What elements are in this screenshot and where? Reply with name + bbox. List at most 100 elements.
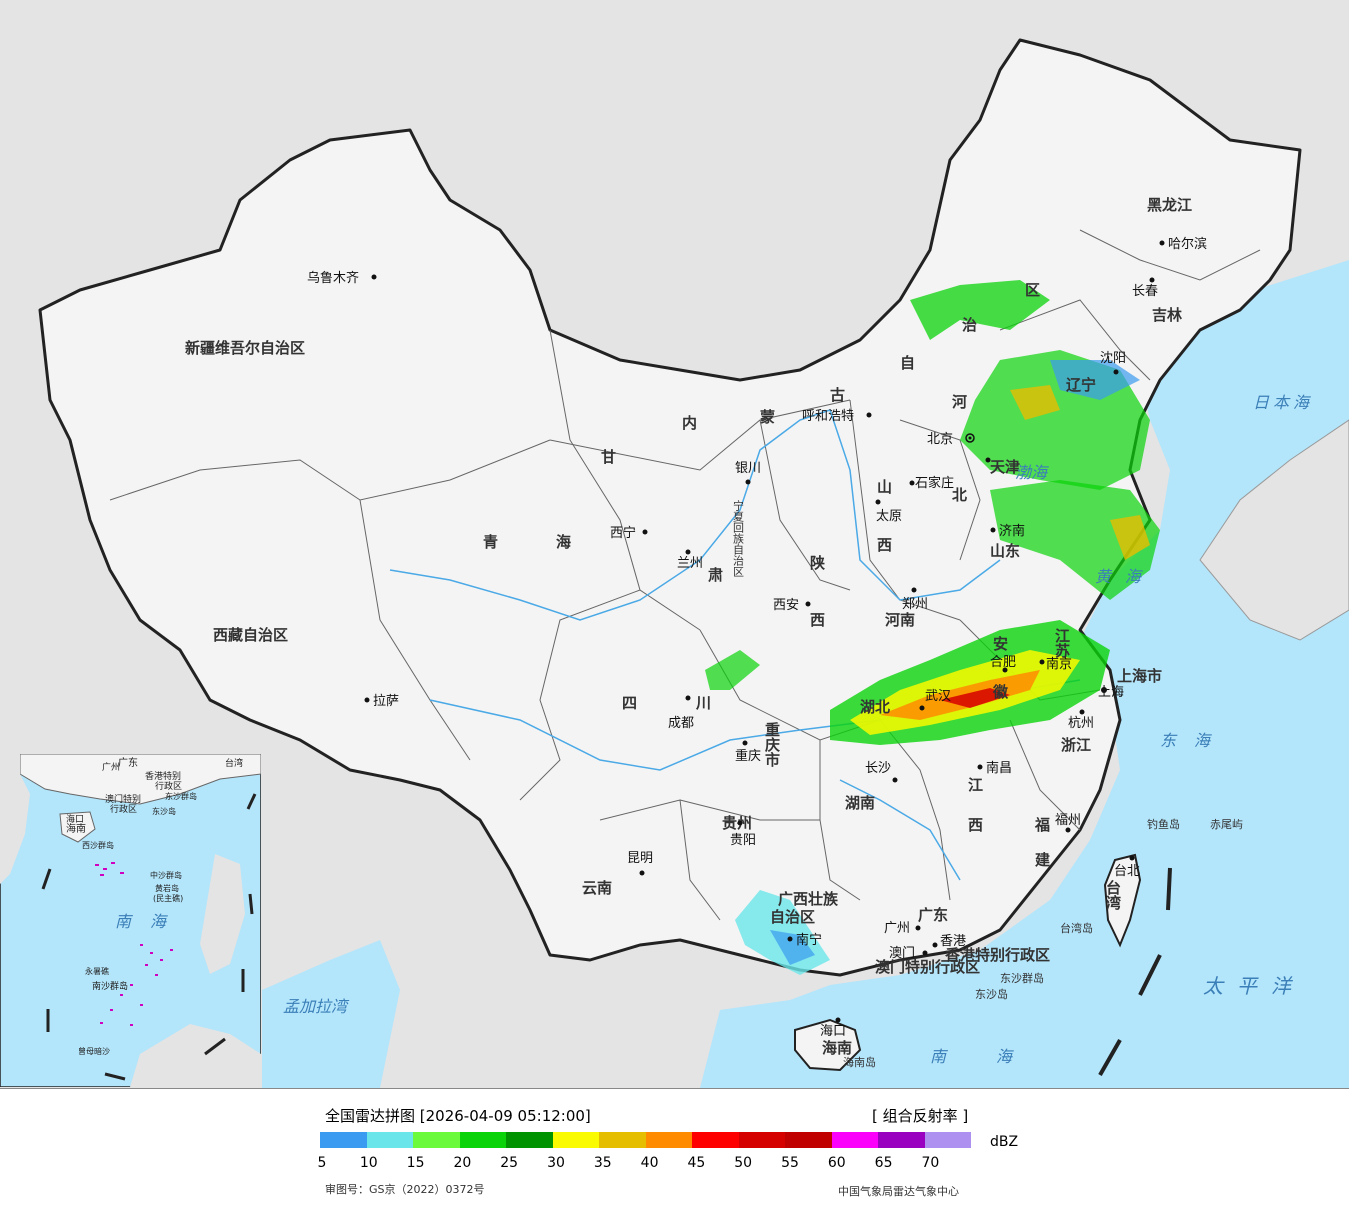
sea-yellow: 黄海 — [1095, 567, 1155, 586]
japan-land — [1199, 419, 1349, 641]
svg-text:郑州: 郑州 — [902, 597, 928, 612]
svg-text:合肥: 合肥 — [990, 655, 1016, 670]
island-dongsha: 东沙岛 — [975, 987, 1008, 1001]
province-neimenggu-5: 治 — [962, 316, 977, 334]
svg-text:太原: 太原 — [876, 509, 902, 524]
province-gansu-2: 肃 — [708, 566, 723, 584]
inset-borneo — [130, 1024, 261, 1087]
legend-product: [ 组合反射率 ] — [872, 1107, 969, 1125]
province-anhui-2: 徽 — [992, 683, 1009, 701]
city-yinchuan: 银川 — [735, 461, 761, 485]
scale-tick-label: 10 — [359, 1155, 378, 1171]
svg-text:银川: 银川 — [735, 461, 761, 476]
echo-northeast-green — [910, 280, 1050, 340]
scale-tick-label: 40 — [640, 1155, 659, 1171]
scale-tick-label: 20 — [453, 1155, 472, 1171]
inset-mainland — [19, 754, 261, 805]
color-swatch — [692, 1132, 739, 1148]
sea-bohai: 渤海 — [1015, 463, 1049, 482]
city-nanjing: 南京 — [1039, 656, 1072, 672]
province-shandong: 山东 — [990, 542, 1020, 560]
city-kunming: 昆明 — [627, 851, 653, 876]
city-shenyang: 沈阳 — [1100, 351, 1126, 375]
scale-tick-label: 70 — [921, 1155, 940, 1171]
province-yunnan: 云南 — [582, 879, 612, 897]
province-hainan: 海南 — [822, 1039, 852, 1057]
province-shanghai: 上海市 — [1117, 667, 1162, 685]
svg-text:台北: 台北 — [1114, 864, 1140, 879]
province-jiangsu: 江苏 — [1053, 627, 1071, 659]
svg-text:济南: 济南 — [999, 523, 1025, 539]
province-jiangxi-2: 西 — [968, 816, 983, 834]
province-guangxi-1: 广西壮族 — [778, 890, 839, 908]
province-guangxi-2: 自治区 — [770, 908, 815, 926]
svg-text:昆明: 昆明 — [627, 851, 653, 866]
echo-shandong-green — [990, 480, 1160, 600]
svg-text:拉萨: 拉萨 — [373, 694, 399, 709]
province-anhui-1: 安 — [993, 635, 1008, 653]
scale-tick-label: 60 — [827, 1155, 846, 1171]
legend-unit: dBZ — [990, 1134, 1019, 1150]
inset-hk2: 行政区 — [155, 780, 182, 792]
city-taiyuan: 太原 — [875, 499, 902, 524]
svg-text:南京: 南京 — [1046, 656, 1072, 672]
china-outline — [38, 38, 1302, 977]
svg-text:长沙: 长沙 — [865, 761, 891, 776]
province-tianjin: 天津 — [990, 458, 1020, 476]
inset-huangyan2: (民主礁) — [153, 893, 183, 903]
ocean-bengal — [262, 940, 400, 1088]
province-jiangxi-1: 江 — [968, 776, 983, 794]
svg-text:香港: 香港 — [940, 934, 966, 949]
svg-text:呼和浩特: 呼和浩特 — [802, 409, 854, 424]
province-hebei-2: 北 — [952, 486, 967, 504]
echo-central-red — [940, 688, 1010, 708]
svg-text:上海: 上海 — [1098, 685, 1124, 700]
sea-east: 东海 — [1160, 731, 1228, 750]
province-hk: 香港特别行政区 — [945, 946, 1050, 964]
color-swatch — [413, 1132, 460, 1148]
inset-hainan — [59, 811, 96, 843]
city-harbin: 哈尔滨 — [1159, 236, 1207, 252]
province-hebei-1: 河 — [952, 393, 967, 411]
inset-haikou: 海口 — [66, 813, 84, 825]
province-zhejiang: 浙江 — [1061, 736, 1091, 754]
province-liaoning: 辽宁 — [1066, 376, 1096, 394]
province-jilin: 吉林 — [1152, 306, 1183, 324]
sea-bengal: 孟加拉湾 — [283, 997, 350, 1016]
city-shanghai: 上海 — [1098, 685, 1124, 700]
province-neimenggu-3: 古 — [830, 386, 845, 404]
color-scale — [320, 1132, 971, 1148]
inset-taiwan: 台湾 — [225, 757, 243, 769]
scale-tick-label: 55 — [781, 1155, 799, 1171]
city-urumqi: 乌鲁木齐 — [307, 270, 377, 286]
province-shanxi-2: 西 — [877, 536, 892, 554]
svg-text:重庆: 重庆 — [735, 748, 761, 764]
south-china-sea-inset: 广州 广东 台湾 香港特别 行政区 澳门特别 行政区 东沙群岛 东沙岛 海口 海… — [0, 754, 261, 1087]
province-shanxi-1: 山 — [877, 478, 892, 496]
island-chiwei: 赤尾屿 — [1210, 818, 1243, 831]
inset-dongsha2: 东沙岛 — [152, 806, 176, 816]
svg-text:澳门: 澳门 — [889, 945, 915, 961]
city-chengdu: 成都 — [668, 695, 694, 731]
echo-shandong-yellow — [1110, 515, 1150, 560]
svg-text:杭州: 杭州 — [1068, 716, 1094, 731]
province-guangdong: 广东 — [918, 906, 948, 924]
city-hongkong: 香港 — [932, 934, 966, 949]
city-hangzhou: 杭州 — [1068, 709, 1094, 731]
province-neimenggu-6: 区 — [1025, 281, 1040, 299]
province-ningxia: 宁夏回族自治区 — [732, 499, 745, 577]
color-swatch — [366, 1132, 413, 1148]
inset-guangzhou: 广州 — [102, 761, 120, 773]
province-hunan: 湖南 — [845, 794, 875, 812]
sea-south: 南海 — [930, 1047, 1062, 1066]
scale-tick-label: 50 — [734, 1155, 753, 1171]
city-xining: 西宁 — [610, 525, 648, 541]
city-nanning: 南宁 — [787, 932, 822, 948]
province-macau: 澳门特别行政区 — [875, 958, 980, 976]
city-changsha: 长沙 — [865, 761, 898, 783]
province-neimenggu-1: 内 — [682, 414, 697, 432]
city-tianjin — [985, 457, 991, 463]
svg-text:贵阳: 贵阳 — [730, 833, 756, 848]
echo-sichuan-green — [705, 650, 760, 690]
inset-hk: 香港特别 — [145, 770, 181, 782]
